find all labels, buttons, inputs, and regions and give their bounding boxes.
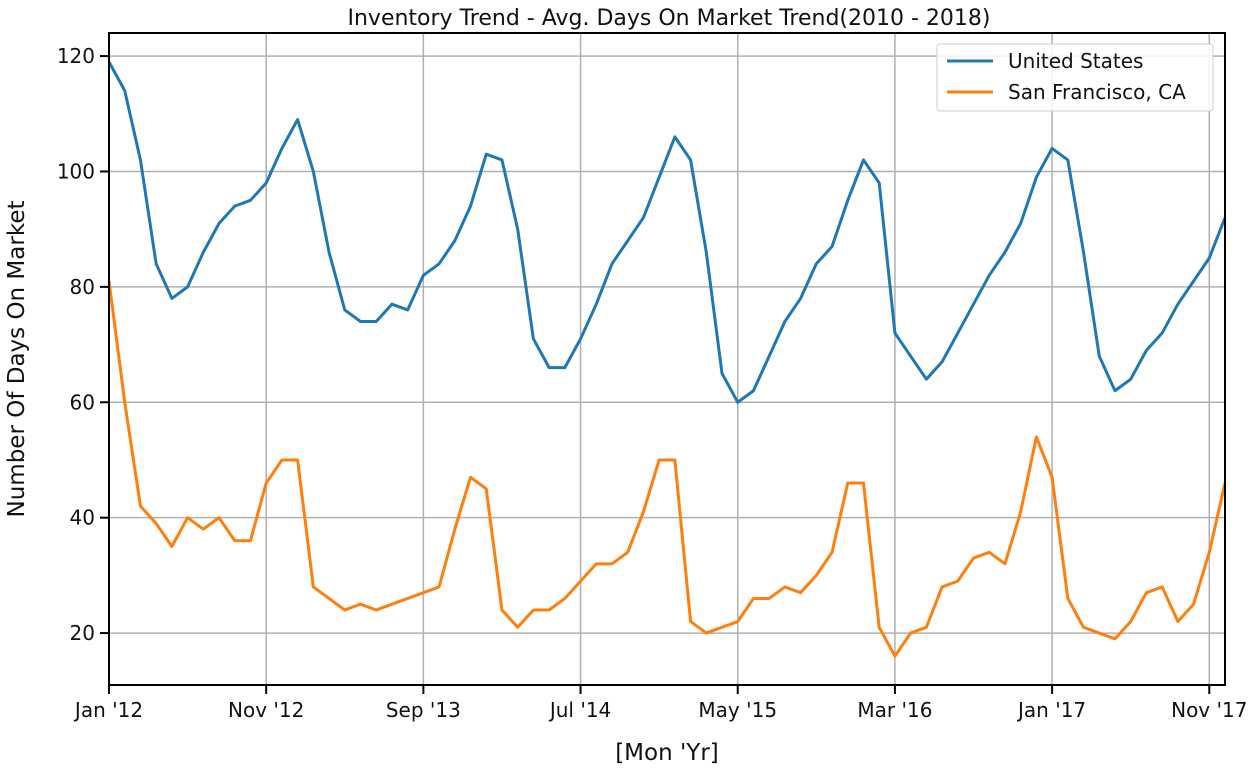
gridlines <box>108 33 1225 685</box>
x-tick-label: Nov '17 <box>1171 698 1247 722</box>
x-tick-label: Nov '12 <box>228 698 304 722</box>
axis-ticks: 20 40 60 80 100 120 Jan '12 Nov '12 Sep '13 Jul '… <box>57 44 1248 722</box>
y-tick-label: 60 <box>70 390 95 414</box>
x-tick-label: Sep '13 <box>386 698 461 722</box>
series-line-san-francisco <box>107 280 1227 658</box>
x-tick-label: Jul '14 <box>548 698 611 722</box>
x-tick-label: Mar '16 <box>857 698 932 722</box>
series-line-united-states <box>107 61 1227 404</box>
legend: United States San Francisco, CA <box>936 43 1214 112</box>
x-tick-label: May '15 <box>698 698 777 722</box>
x-tick-label: Jan '12 <box>73 698 143 722</box>
legend-box <box>936 43 1214 112</box>
y-tick-label: 120 <box>57 44 95 68</box>
x-tick-label: Jan '17 <box>1016 698 1086 722</box>
legend-label-san-francisco: San Francisco, CA <box>1008 80 1186 104</box>
legend-label-united-states: United States <box>1008 49 1143 73</box>
chart-title: Inventory Trend - Avg. Days On Market Tr… <box>348 6 991 31</box>
series-lines <box>107 61 1227 658</box>
x-axis-label: [Mon 'Yr] <box>615 740 719 766</box>
plot-frame <box>108 32 1226 686</box>
y-tick-label: 20 <box>70 621 95 645</box>
y-axis-label: Number Of Days On Market <box>4 201 30 518</box>
y-tick-label: 40 <box>70 506 95 530</box>
y-tick-label: 100 <box>57 159 95 183</box>
y-tick-label: 80 <box>70 275 95 299</box>
